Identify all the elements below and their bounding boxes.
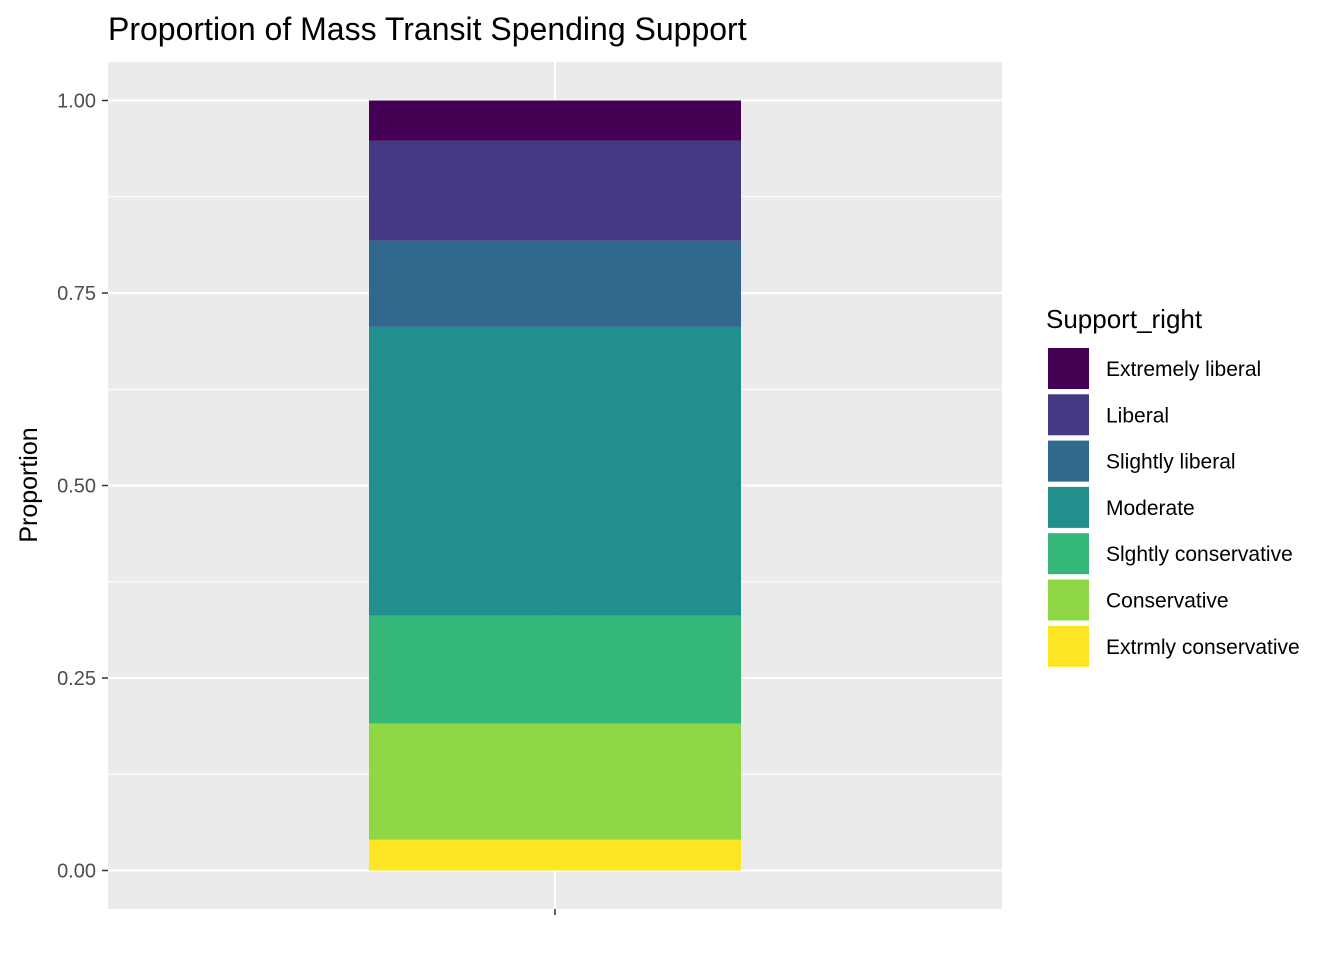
bar-segment-liberal <box>369 140 741 241</box>
bar-segment-extremely-liberal <box>369 100 741 141</box>
legend-label-slghtly-conservative: Slghtly conservative <box>1106 543 1293 566</box>
bar-segment-moderate <box>369 326 741 616</box>
legend-items: Extremely liberal Liberal Slightly liberal… <box>1046 346 1300 669</box>
legend-label-moderate: Moderate <box>1106 497 1195 520</box>
legend-title: Support_right <box>1046 304 1203 334</box>
legend-key-liberal <box>1046 392 1091 438</box>
y-tick-label: 0.25 <box>57 668 96 690</box>
y-axis: 0.00 0.25 0.50 0.75 1.00 <box>57 91 108 883</box>
legend: Support_right Extremely liberal Liberal Sl… <box>1046 304 1300 669</box>
legend-label-conservative: Conservative <box>1106 590 1229 613</box>
y-tick-label: 0.75 <box>57 283 96 305</box>
legend-label-extremely-liberal: Extremely liberal <box>1106 358 1261 381</box>
legend-key-extrmly-conservative <box>1046 623 1091 669</box>
y-axis-title: Proportion <box>15 427 43 542</box>
y-tick-label: 0.50 <box>57 476 96 498</box>
legend-key-slghtly-conservative <box>1046 531 1091 577</box>
legend-key-conservative <box>1046 577 1091 623</box>
bar-segment-slightly-liberal <box>369 240 741 327</box>
bar-segment-extrmly-conservative <box>369 839 741 871</box>
legend-label-extrmly-conservative: Extrmly conservative <box>1106 636 1300 659</box>
y-tick-label: 0.00 <box>57 861 96 883</box>
legend-key-slightly-liberal <box>1046 438 1091 484</box>
y-tick-label: 1.00 <box>57 91 96 113</box>
legend-label-liberal: Liberal <box>1106 404 1169 427</box>
legend-key-extremely-liberal <box>1046 346 1091 391</box>
legend-key-moderate <box>1046 484 1091 530</box>
chart-title: Proportion of Mass Transit Spending Supp… <box>108 11 747 47</box>
legend-label-slightly-liberal: Slightly liberal <box>1106 451 1236 474</box>
bar-segment-slghtly-conservative <box>369 615 741 724</box>
stacked-bar <box>369 100 741 871</box>
bar-segment-conservative <box>369 723 741 840</box>
